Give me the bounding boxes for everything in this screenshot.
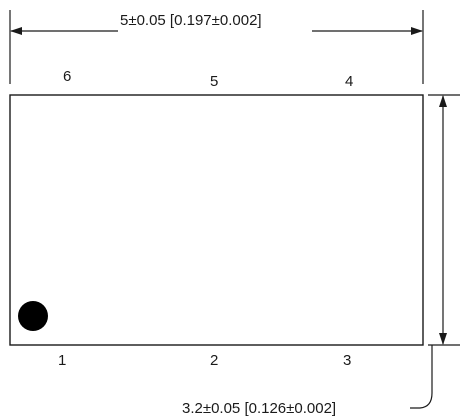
pin-3-label: 3: [343, 352, 351, 369]
width-label-backing: [118, 18, 312, 38]
width-dimension-label: 5±0.05 [0.197±0.002]: [120, 12, 262, 29]
height-label-leader: [410, 345, 433, 409]
pin-2-label: 2: [210, 352, 218, 369]
pin-1-label: 1: [58, 352, 66, 369]
package-body: [9, 94, 424, 346]
pin-4-label: 4: [345, 73, 353, 90]
height-dimension-label: 3.2±0.05 [0.126±0.002]: [182, 400, 336, 417]
pin-5-label: 5: [210, 73, 218, 90]
pin-1-indicator-dot: [18, 301, 48, 331]
pin-6-label: 6: [63, 68, 71, 85]
